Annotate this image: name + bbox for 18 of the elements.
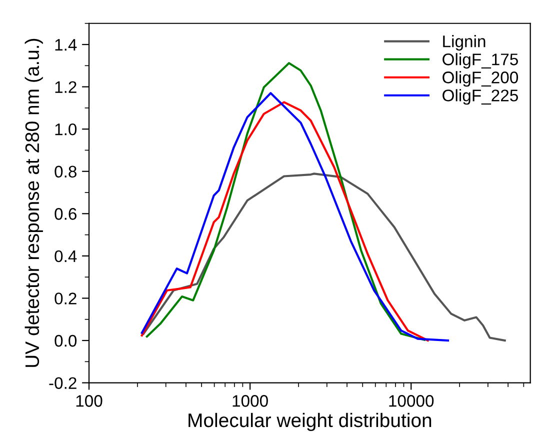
legend-label: OligF_200: [442, 71, 518, 87]
y-tick-label: 0.2: [54, 292, 76, 304]
y-tick-label: 0.0: [54, 334, 77, 347]
legend-label: Lignin: [443, 35, 486, 51]
x-tick-label: 10000: [389, 395, 434, 407]
y-tick-label: 0.4: [54, 250, 77, 262]
x-tick-label: 100: [76, 395, 102, 407]
legend-label: OligF_225: [442, 89, 518, 105]
y-tick-label: 1.4: [55, 39, 77, 51]
y-tick-label: 0.8: [54, 166, 76, 178]
y-tick-label: 1.0: [55, 123, 77, 136]
y-tick-label: 1.2: [55, 81, 76, 93]
y-tick-label: -0.2: [49, 377, 76, 389]
y-axis-title: UV detector response at 280 nm (a.u.): [24, 38, 43, 367]
legend-label: OligF_175: [442, 53, 518, 69]
x-axis-title: Molecular weight distribution: [188, 412, 432, 432]
x-tick-label: 1000: [232, 395, 268, 407]
y-tick-label: 0.6: [54, 208, 76, 220]
